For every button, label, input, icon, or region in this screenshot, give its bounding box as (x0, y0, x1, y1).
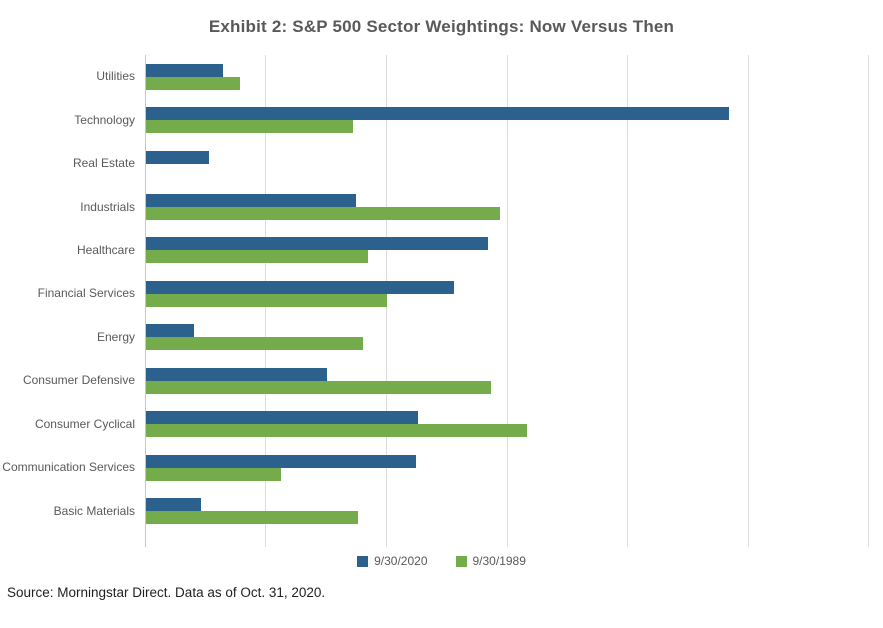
bar-row (146, 229, 869, 272)
y-axis-label: Consumer Defensive (22, 373, 135, 388)
legend-label: 9/30/2020 (374, 554, 428, 568)
chart-area: Utilities Technology Real Estate Industrial… (0, 55, 883, 547)
legend-label: 9/30/1989 (472, 554, 526, 568)
bar-9-30-1989 (146, 120, 354, 134)
plot-area (145, 55, 869, 547)
bar-9-30-2020 (146, 411, 419, 425)
bar-rows (146, 55, 869, 533)
source-note: Source: Morningstar Direct. Data as of O… (7, 585, 326, 600)
bar-row (146, 185, 869, 228)
gridline (506, 55, 508, 547)
y-axis-label: Basic Materials (53, 503, 135, 518)
bar-9-30-1989 (146, 511, 359, 525)
bar-9-30-2020 (146, 280, 455, 294)
legend-swatch-icon (357, 555, 369, 567)
bar-9-30-1989 (146, 380, 491, 394)
bar-row (146, 272, 869, 315)
bar-9-30-1989 (146, 207, 501, 221)
gridline (626, 55, 628, 547)
bar-row (146, 55, 869, 98)
bar-9-30-1989 (146, 76, 240, 90)
bar-row (146, 359, 869, 402)
y-axis-label: Industrials (80, 199, 135, 214)
bar-9-30-2020 (146, 498, 202, 512)
y-axis-label: Communication Services (2, 460, 135, 475)
bar-9-30-2020 (146, 367, 327, 381)
y-axis-label: Technology (74, 112, 135, 127)
bar-9-30-1989 (146, 467, 281, 481)
bar-9-30-2020 (146, 454, 416, 468)
chart-title: Exhibit 2: S&P 500 Sector Weightings: No… (208, 17, 675, 36)
gridline (868, 55, 869, 547)
y-axis-label: Real Estate (72, 156, 135, 171)
bar-9-30-1989 (146, 337, 363, 351)
legend-item-9-30-2020: 9/30/2020 (357, 554, 428, 568)
bar-row (146, 446, 869, 489)
bar-row (146, 98, 869, 141)
bar-row (146, 316, 869, 359)
bar-9-30-2020 (146, 107, 730, 121)
y-axis-label: Consumer Cyclical (34, 416, 135, 431)
legend-item-9-30-1989: 9/30/1989 (455, 554, 526, 568)
bar-9-30-1989 (146, 250, 368, 264)
bar-9-30-1989 (146, 293, 387, 307)
exhibit-figure: Exhibit 2: S&P 500 Sector Weightings: No… (0, 16, 883, 628)
bar-9-30-2020 (146, 237, 489, 251)
gridline (747, 55, 749, 547)
bar-row (146, 403, 869, 446)
legend-swatch-icon (455, 555, 467, 567)
y-axis-label: Energy (96, 329, 135, 344)
y-axis: Utilities Technology Real Estate Industrial… (0, 55, 145, 547)
y-axis-label: Financial Services (37, 286, 135, 301)
legend: 9/30/2020 9/30/1989 (0, 554, 883, 568)
y-axis-label: Utilities (96, 69, 135, 84)
bar-row (146, 142, 869, 185)
y-axis-label: Healthcare (76, 242, 135, 257)
bar-9-30-2020 (146, 150, 209, 164)
bar-9-30-2020 (146, 63, 224, 77)
bar-9-30-1989 (146, 424, 527, 438)
bar-9-30-2020 (146, 324, 195, 338)
bar-9-30-2020 (146, 194, 356, 208)
bar-row (146, 489, 869, 532)
